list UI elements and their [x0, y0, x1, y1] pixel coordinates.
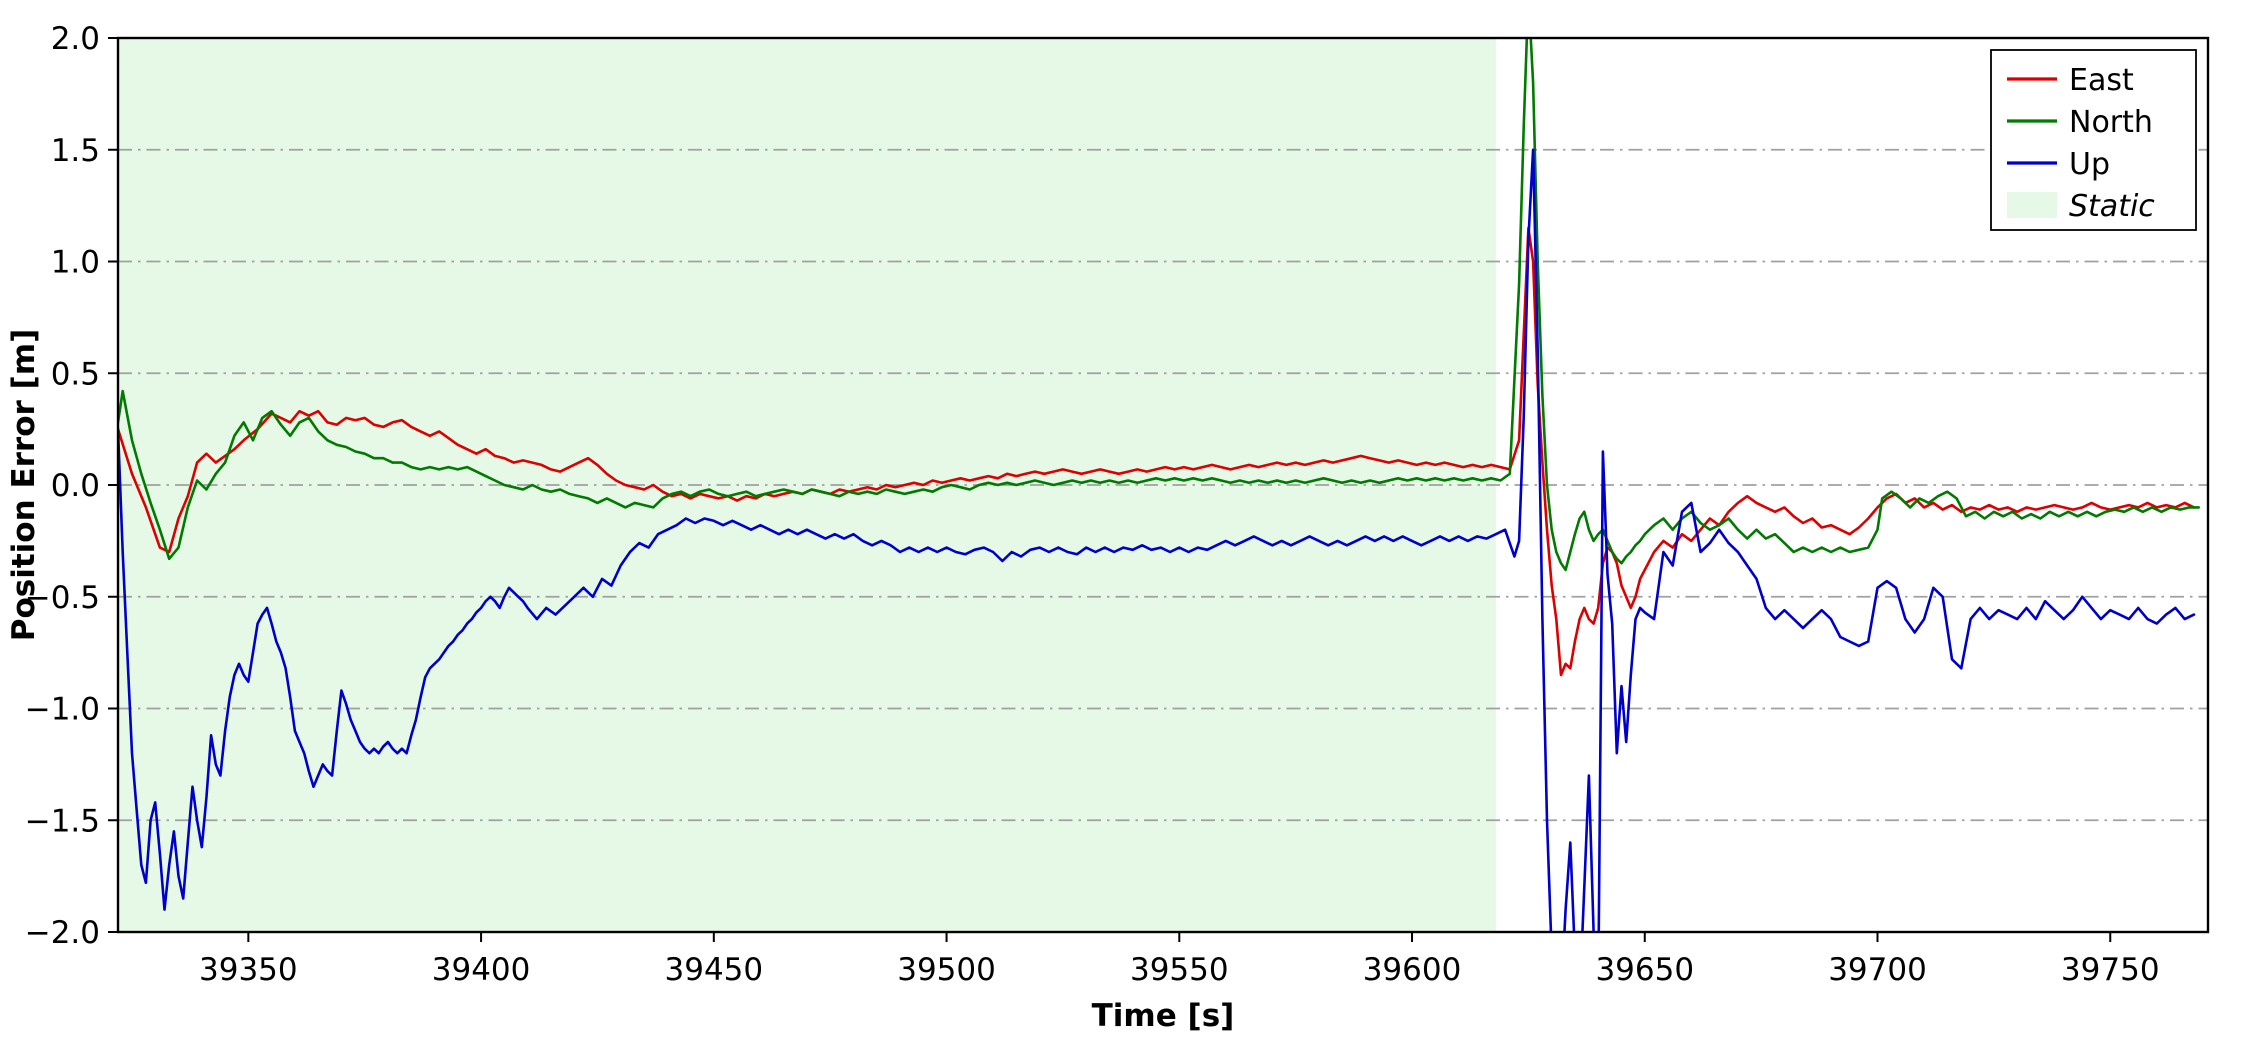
x-tick-label: 39500 [897, 952, 996, 988]
x-tick-label: 39750 [2061, 952, 2160, 988]
y-tick-label: −0.5 [25, 580, 100, 616]
x-tick-label: 39350 [199, 952, 298, 988]
y-tick-label: −1.0 [25, 692, 100, 728]
x-tick-label: 39400 [432, 952, 531, 988]
series-line-east [118, 226, 2196, 677]
legend-label-up: Up [2069, 147, 2110, 182]
y-tick-label: 2.0 [51, 21, 100, 57]
legend-label-static: Static [2069, 189, 2155, 224]
y-tick-label: 1.0 [51, 245, 100, 281]
x-tick-label: 39600 [1363, 952, 1462, 988]
y-tick-label: −2.0 [25, 915, 100, 951]
legend-swatch-static [2007, 192, 2057, 218]
x-axis: 39350 39400 39450 39500 39550 39600 39650 39700… [199, 932, 2160, 988]
x-tick-label: 39450 [665, 952, 764, 988]
series-line-north [118, 38, 2200, 572]
x-tick-label: 39700 [1828, 952, 1927, 988]
y-tick-label: −1.5 [25, 803, 100, 839]
series-line-up [118, 148, 2196, 932]
y-tick-label: 0.0 [51, 468, 100, 504]
x-tick-label: 39650 [1595, 952, 1694, 988]
legend-label-north: North [2069, 105, 2153, 140]
x-tick-label: 39550 [1130, 952, 1229, 988]
y-axis-label: Position Error [m] [6, 329, 42, 641]
legend-label-east: East [2069, 63, 2134, 98]
y-tick-label: 0.5 [51, 356, 100, 392]
y-tick-label: 1.5 [51, 133, 100, 169]
x-axis-label: Time [s] [1092, 998, 1235, 1034]
legend: East North Up Static [1990, 49, 2197, 231]
gridlines [118, 148, 2208, 822]
y-axis: −2.0 −1.5 −1.0 −0.5 0.0 0.5 1.0 1.5 2.0 [25, 21, 118, 951]
series-group [118, 38, 2200, 932]
